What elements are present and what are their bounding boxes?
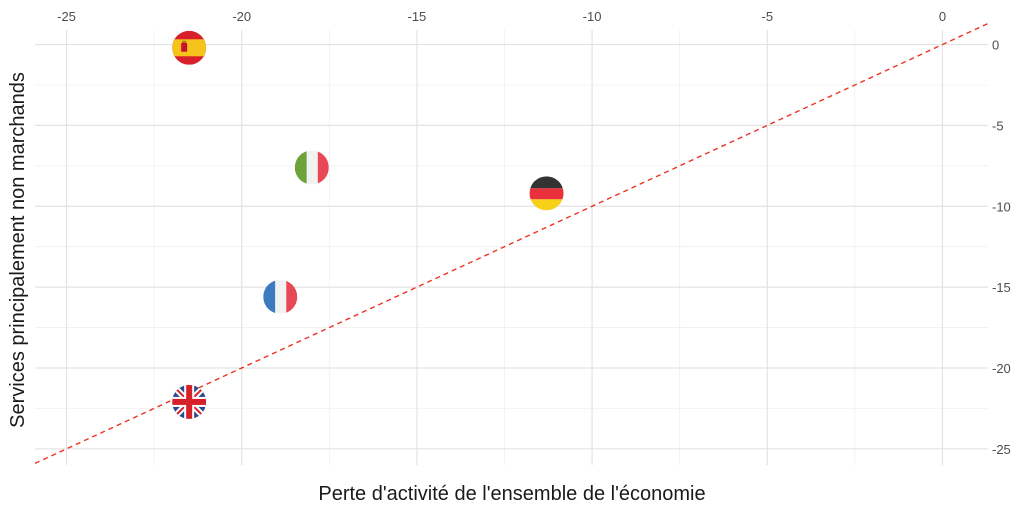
x-tick-label: -5 bbox=[761, 9, 773, 24]
x-tick-label: -20 bbox=[232, 9, 251, 24]
italy-flag-icon bbox=[294, 150, 329, 185]
x-tick-label: -25 bbox=[57, 9, 76, 24]
uk-flag-icon bbox=[172, 384, 207, 419]
x-tick-label: 0 bbox=[939, 9, 946, 24]
y-tick-label: -10 bbox=[992, 199, 1011, 214]
germany-flag-icon bbox=[529, 176, 564, 211]
y-axis-ticks: 0 -5 -10 -15 -20 -25 bbox=[992, 38, 1011, 457]
x-tick-label: -10 bbox=[583, 9, 602, 24]
y-tick-label: -20 bbox=[992, 361, 1011, 376]
points-layer bbox=[172, 30, 564, 419]
france-flag-icon bbox=[263, 279, 298, 314]
x-tick-label: -15 bbox=[408, 9, 427, 24]
y-tick-label: -15 bbox=[992, 280, 1011, 295]
y-tick-label: 0 bbox=[992, 38, 999, 53]
spain-flag-icon bbox=[172, 30, 207, 65]
y-tick-label: -25 bbox=[992, 442, 1011, 457]
x-axis-ticks: -25 -20 -15 -10 -5 0 bbox=[57, 9, 946, 24]
x-axis-title: Perte d'activité de l'ensemble de l'écon… bbox=[318, 483, 705, 505]
y-tick-label: -5 bbox=[992, 118, 1004, 133]
y-axis-title: Services principalement non marchands bbox=[7, 72, 29, 428]
